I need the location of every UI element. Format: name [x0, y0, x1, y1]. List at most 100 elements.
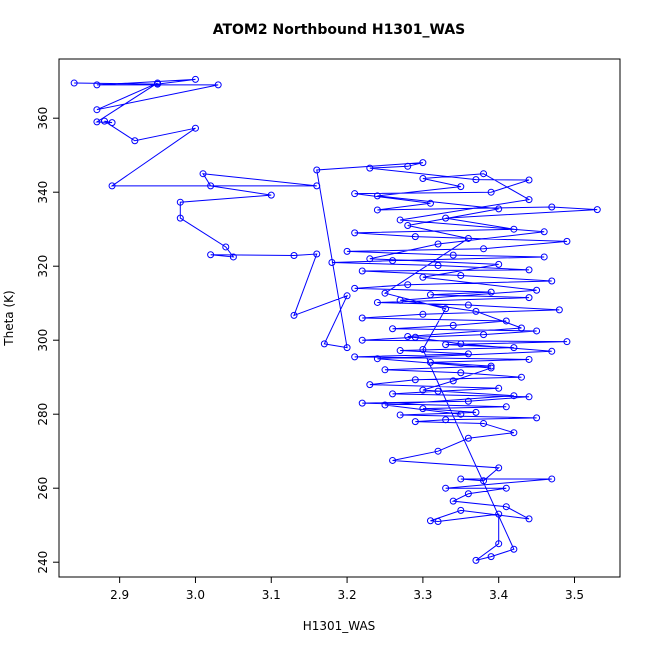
series-line [74, 78, 598, 561]
data-point [480, 477, 488, 485]
data-point [464, 301, 472, 309]
data-point [426, 291, 434, 299]
data-point [457, 369, 465, 377]
data-point [389, 257, 397, 265]
data-point [457, 340, 465, 348]
data-point [267, 191, 275, 199]
data-point [464, 234, 472, 242]
data-point [480, 170, 488, 178]
y-tick-label: 320 [36, 255, 50, 278]
data-point [502, 484, 510, 492]
data-point [442, 214, 450, 222]
data-point [495, 205, 503, 213]
data-point [495, 540, 503, 548]
data-point [510, 545, 518, 553]
x-tick-label: 3.3 [413, 588, 432, 602]
data-point [502, 317, 510, 325]
data-point [457, 271, 465, 279]
data-point [548, 203, 556, 211]
data-point [93, 118, 101, 126]
data-point [449, 251, 457, 259]
data-point [351, 284, 359, 292]
data-point [358, 314, 366, 322]
data-point [108, 119, 116, 127]
data-point [419, 159, 427, 167]
data-point [555, 306, 563, 314]
data-point [533, 414, 541, 422]
data-point [593, 206, 601, 214]
data-point [457, 410, 465, 418]
data-point [480, 245, 488, 253]
y-tick-label: 360 [36, 107, 50, 130]
data-point [517, 373, 525, 381]
data-point [396, 411, 404, 419]
data-point [290, 311, 298, 319]
data-point [510, 344, 518, 352]
data-point [381, 401, 389, 409]
y-tick-label: 280 [36, 403, 50, 426]
data-point [502, 403, 510, 411]
chart-title: ATOM2 Northbound H1301_WAS [213, 22, 466, 38]
data-point [358, 399, 366, 407]
data-point [389, 456, 397, 464]
data-point [351, 190, 359, 198]
data-point [411, 333, 419, 341]
data-point [472, 176, 480, 184]
data-point [480, 331, 488, 339]
data-point [70, 79, 78, 87]
x-axis: 2.9 3.0 3.1 3.2 3.3 3.4 3.5 [110, 577, 584, 602]
data-point [563, 237, 571, 245]
data-point [464, 490, 472, 498]
data-point [396, 216, 404, 224]
data-point [389, 325, 397, 333]
x-tick-label: 3.4 [489, 588, 508, 602]
data-point [381, 289, 389, 297]
data-point [343, 292, 351, 300]
data-point [100, 117, 108, 125]
data-point [373, 298, 381, 306]
data-point [313, 166, 321, 174]
data-point [320, 340, 328, 348]
data-point [434, 240, 442, 248]
data-point [93, 106, 101, 114]
data-point [457, 506, 465, 514]
data-point [525, 393, 533, 401]
data-point [502, 503, 510, 511]
data-point [495, 384, 503, 392]
data-point [525, 266, 533, 274]
data-point [442, 484, 450, 492]
x-axis-label: H1301_WAS [303, 619, 376, 633]
data-point [358, 267, 366, 275]
data-point [548, 277, 556, 285]
data-point [525, 196, 533, 204]
data-point [510, 225, 518, 233]
data-point [381, 366, 389, 374]
data-point [419, 175, 427, 183]
y-tick-label: 300 [36, 329, 50, 352]
data-point [108, 182, 116, 190]
data-point [366, 381, 374, 389]
data-point [464, 434, 472, 442]
data-point [199, 170, 207, 178]
data-point [472, 307, 480, 315]
data-point [434, 518, 442, 525]
x-tick-label: 2.9 [110, 588, 129, 602]
x-tick-label: 3.2 [338, 588, 357, 602]
data-point [396, 296, 404, 304]
data-point [328, 259, 336, 266]
data-point [419, 386, 427, 394]
data-point [487, 288, 495, 296]
data-point [442, 305, 450, 313]
data-point [449, 497, 457, 505]
data-point [495, 260, 503, 268]
data-point [313, 250, 321, 258]
data-point [548, 347, 556, 355]
data-point [434, 447, 442, 455]
data-point [214, 81, 222, 89]
data-point [525, 176, 533, 184]
data-point [457, 183, 465, 191]
data-point [229, 253, 237, 261]
data-point [525, 294, 533, 302]
data-point [343, 344, 351, 352]
